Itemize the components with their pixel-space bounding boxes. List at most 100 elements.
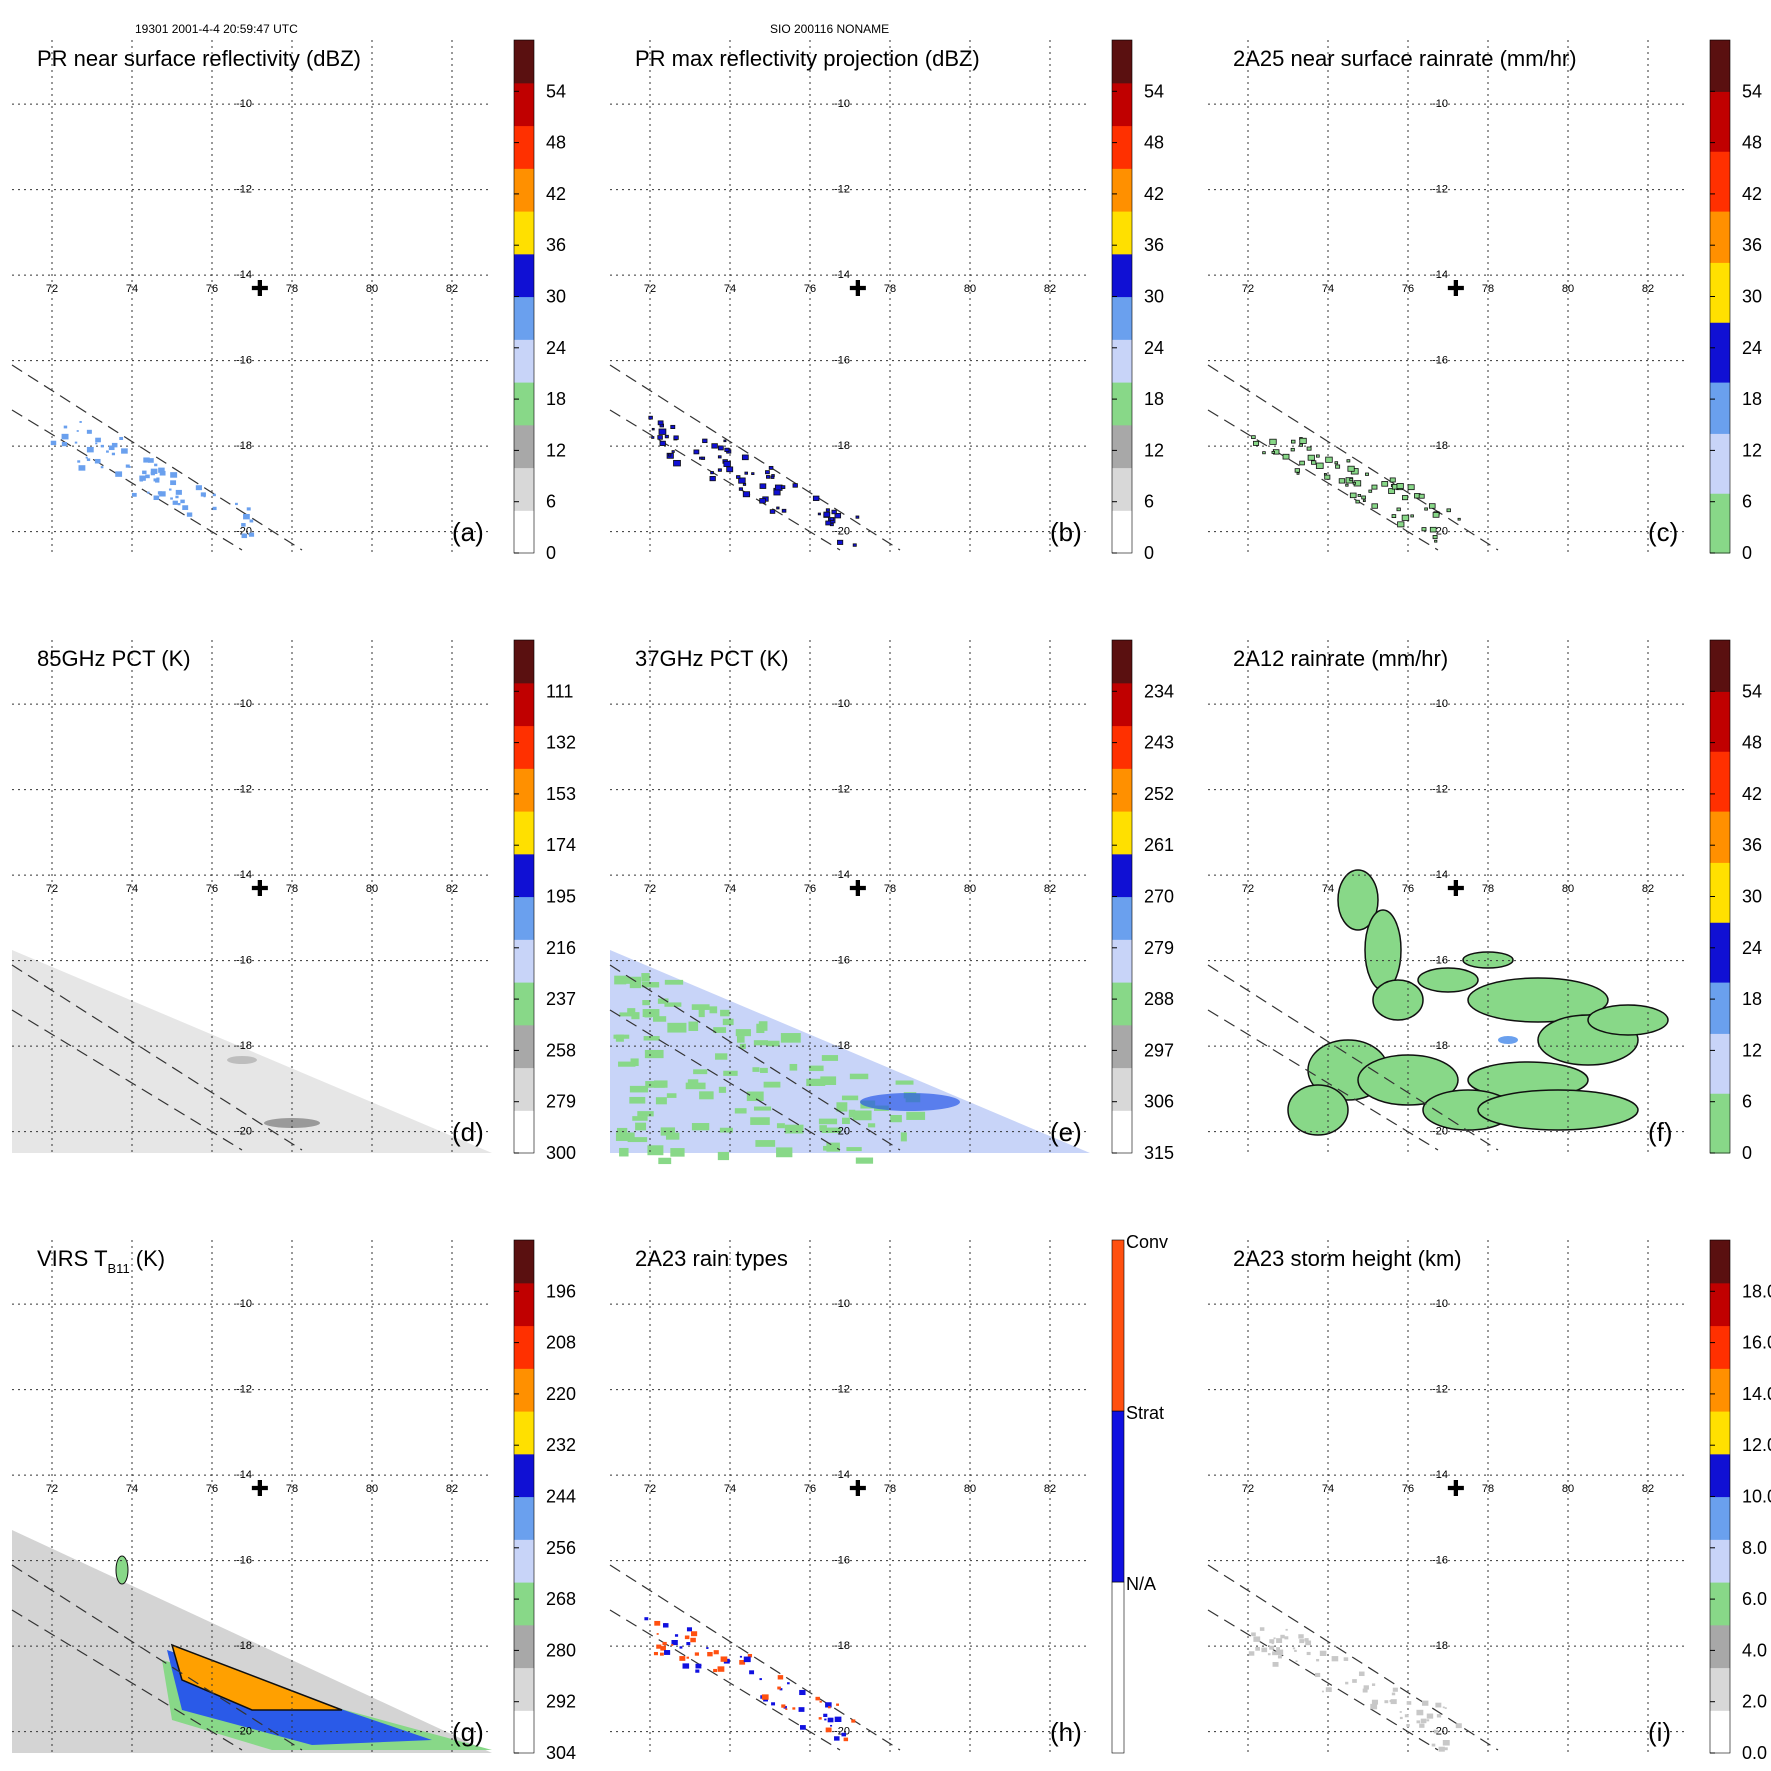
colorbar-tick-label: 48 xyxy=(1144,133,1164,153)
rain-area xyxy=(1287,1084,1349,1136)
green-pixel xyxy=(715,1053,728,1060)
rain-pixel xyxy=(662,1641,667,1646)
colorbar-segment xyxy=(1112,382,1132,392)
rain-pixel xyxy=(94,458,101,464)
rain-pixel xyxy=(691,1631,698,1637)
panel-f: 72 74 76 78 80 82 -10 -12 -14 -16 -18 -20 ✚ 2A12 rain… xyxy=(1207,639,1762,1163)
colorbar-tick-label: 315 xyxy=(1144,1143,1174,1163)
green-pixel xyxy=(621,976,642,984)
colorbar-tick-label: 132 xyxy=(546,733,576,753)
rain-pixel xyxy=(785,1708,788,1710)
colorbar-segment xyxy=(514,1453,534,1463)
rain-pixel xyxy=(1345,483,1349,487)
green-pixel xyxy=(766,1040,780,1047)
lon-tick-label: 80 xyxy=(964,1483,976,1495)
colorbar-segment xyxy=(1112,657,1132,667)
colorbar-segment xyxy=(514,1462,534,1472)
colorbar-segment xyxy=(1710,1573,1730,1583)
header-orbit-time: 19301 2001-4-4 20:59:47 UTC xyxy=(135,22,298,36)
colorbar-tick-label: 48 xyxy=(1742,133,1762,153)
green-pixel xyxy=(717,1151,730,1161)
colorbar-segment xyxy=(514,1650,534,1660)
rain-pixel xyxy=(1357,494,1362,497)
lon-tick-label: 82 xyxy=(446,883,458,895)
colorbar-segment xyxy=(1710,930,1730,940)
colorbar-segment xyxy=(514,1419,534,1429)
colorbar-segment xyxy=(1112,964,1132,975)
rain-pixel xyxy=(717,1666,725,1672)
colorbar-segment xyxy=(514,484,534,494)
rain-pixel xyxy=(673,459,681,467)
colorbar-segment xyxy=(514,441,534,451)
colorbar-segment xyxy=(1112,734,1132,744)
rain-pixel xyxy=(159,491,166,497)
rain-pixel xyxy=(1371,1699,1379,1705)
colorbar-tick-label: 252 xyxy=(1144,784,1174,804)
colorbar-segment xyxy=(514,640,534,650)
rain-pixel xyxy=(95,437,101,443)
colorbar-segment xyxy=(1112,313,1132,323)
colorbar-tick-label: 208 xyxy=(546,1333,576,1353)
colorbar-segment xyxy=(1710,1505,1730,1515)
rain-pixel xyxy=(836,1703,840,1706)
rain-pixel xyxy=(726,466,734,473)
rain-pixel xyxy=(825,1727,832,1733)
rain-pixel xyxy=(74,441,78,444)
lat-tick-label: -16 xyxy=(834,955,850,967)
panel-g: 72 74 76 78 80 82 -10 -12 -14 -16 -18 -20 ✚ VIRS TB11… xyxy=(11,1239,576,1763)
colorbar-segment xyxy=(1112,287,1132,298)
rain-pixel xyxy=(1259,1627,1265,1631)
green-pixel xyxy=(906,1111,926,1120)
panel-label: (g) xyxy=(452,1717,484,1747)
rain-pixel xyxy=(147,458,154,463)
rain-pixel xyxy=(1363,1685,1369,1690)
rain-pixel xyxy=(759,498,766,504)
storm-center-marker: ✚ xyxy=(251,276,269,301)
colorbar-segment xyxy=(514,99,534,109)
colorbar-segment xyxy=(1112,211,1132,221)
colorbar-tick-label: 18 xyxy=(1742,389,1762,409)
rain-pixel xyxy=(1410,514,1414,518)
colorbar-segment xyxy=(1710,245,1730,255)
lat-tick-label: -10 xyxy=(1432,698,1448,710)
rain-pixel xyxy=(61,433,69,440)
colorbar-segment xyxy=(1710,433,1730,443)
colorbar-segment xyxy=(1710,40,1730,50)
colorbar-segment xyxy=(1112,253,1132,263)
lon-tick-label: 74 xyxy=(1322,1483,1334,1495)
lon-tick-label: 80 xyxy=(366,1483,378,1495)
colorbar-segment xyxy=(514,990,534,1000)
rain-pixel xyxy=(744,471,749,475)
rain-pixel xyxy=(195,485,202,491)
lon-tick-label: 74 xyxy=(126,1483,138,1495)
colorbar-segment xyxy=(1710,253,1730,263)
swath-edge xyxy=(11,1609,243,1751)
rain-pixel xyxy=(1255,1646,1260,1651)
rain-pixel xyxy=(1444,1707,1447,1709)
rain-pixel xyxy=(741,454,749,461)
rain-pixel xyxy=(1324,474,1331,480)
rain-pixel xyxy=(1248,1651,1255,1656)
colorbar-segment xyxy=(514,134,534,144)
colorbar-tick-label: 232 xyxy=(546,1435,576,1455)
green-pixel xyxy=(627,1008,636,1014)
panel-label: (d) xyxy=(452,1117,484,1147)
rain-pixel xyxy=(1269,1645,1275,1650)
lon-tick-label: 74 xyxy=(1322,283,1334,295)
rain-pixel xyxy=(770,475,775,479)
rain-pixel xyxy=(837,539,844,545)
green-pixel xyxy=(900,1132,907,1142)
green-pixel xyxy=(629,1085,649,1093)
colorbar-segment xyxy=(514,228,534,238)
colorbar-segment xyxy=(1710,1342,1730,1352)
lat-tick-label: -20 xyxy=(236,526,252,538)
rain-pixel xyxy=(736,475,741,479)
rain-pixel xyxy=(818,1717,822,1720)
rain-pixel xyxy=(1331,1656,1339,1662)
colorbar-segment xyxy=(1710,1376,1730,1386)
colorbar-segment xyxy=(1710,1325,1730,1335)
colorbar-segment xyxy=(1710,373,1730,383)
colorbar-segment xyxy=(1112,862,1132,872)
rain-pixel xyxy=(139,475,146,481)
colorbar-segment xyxy=(514,1274,534,1284)
